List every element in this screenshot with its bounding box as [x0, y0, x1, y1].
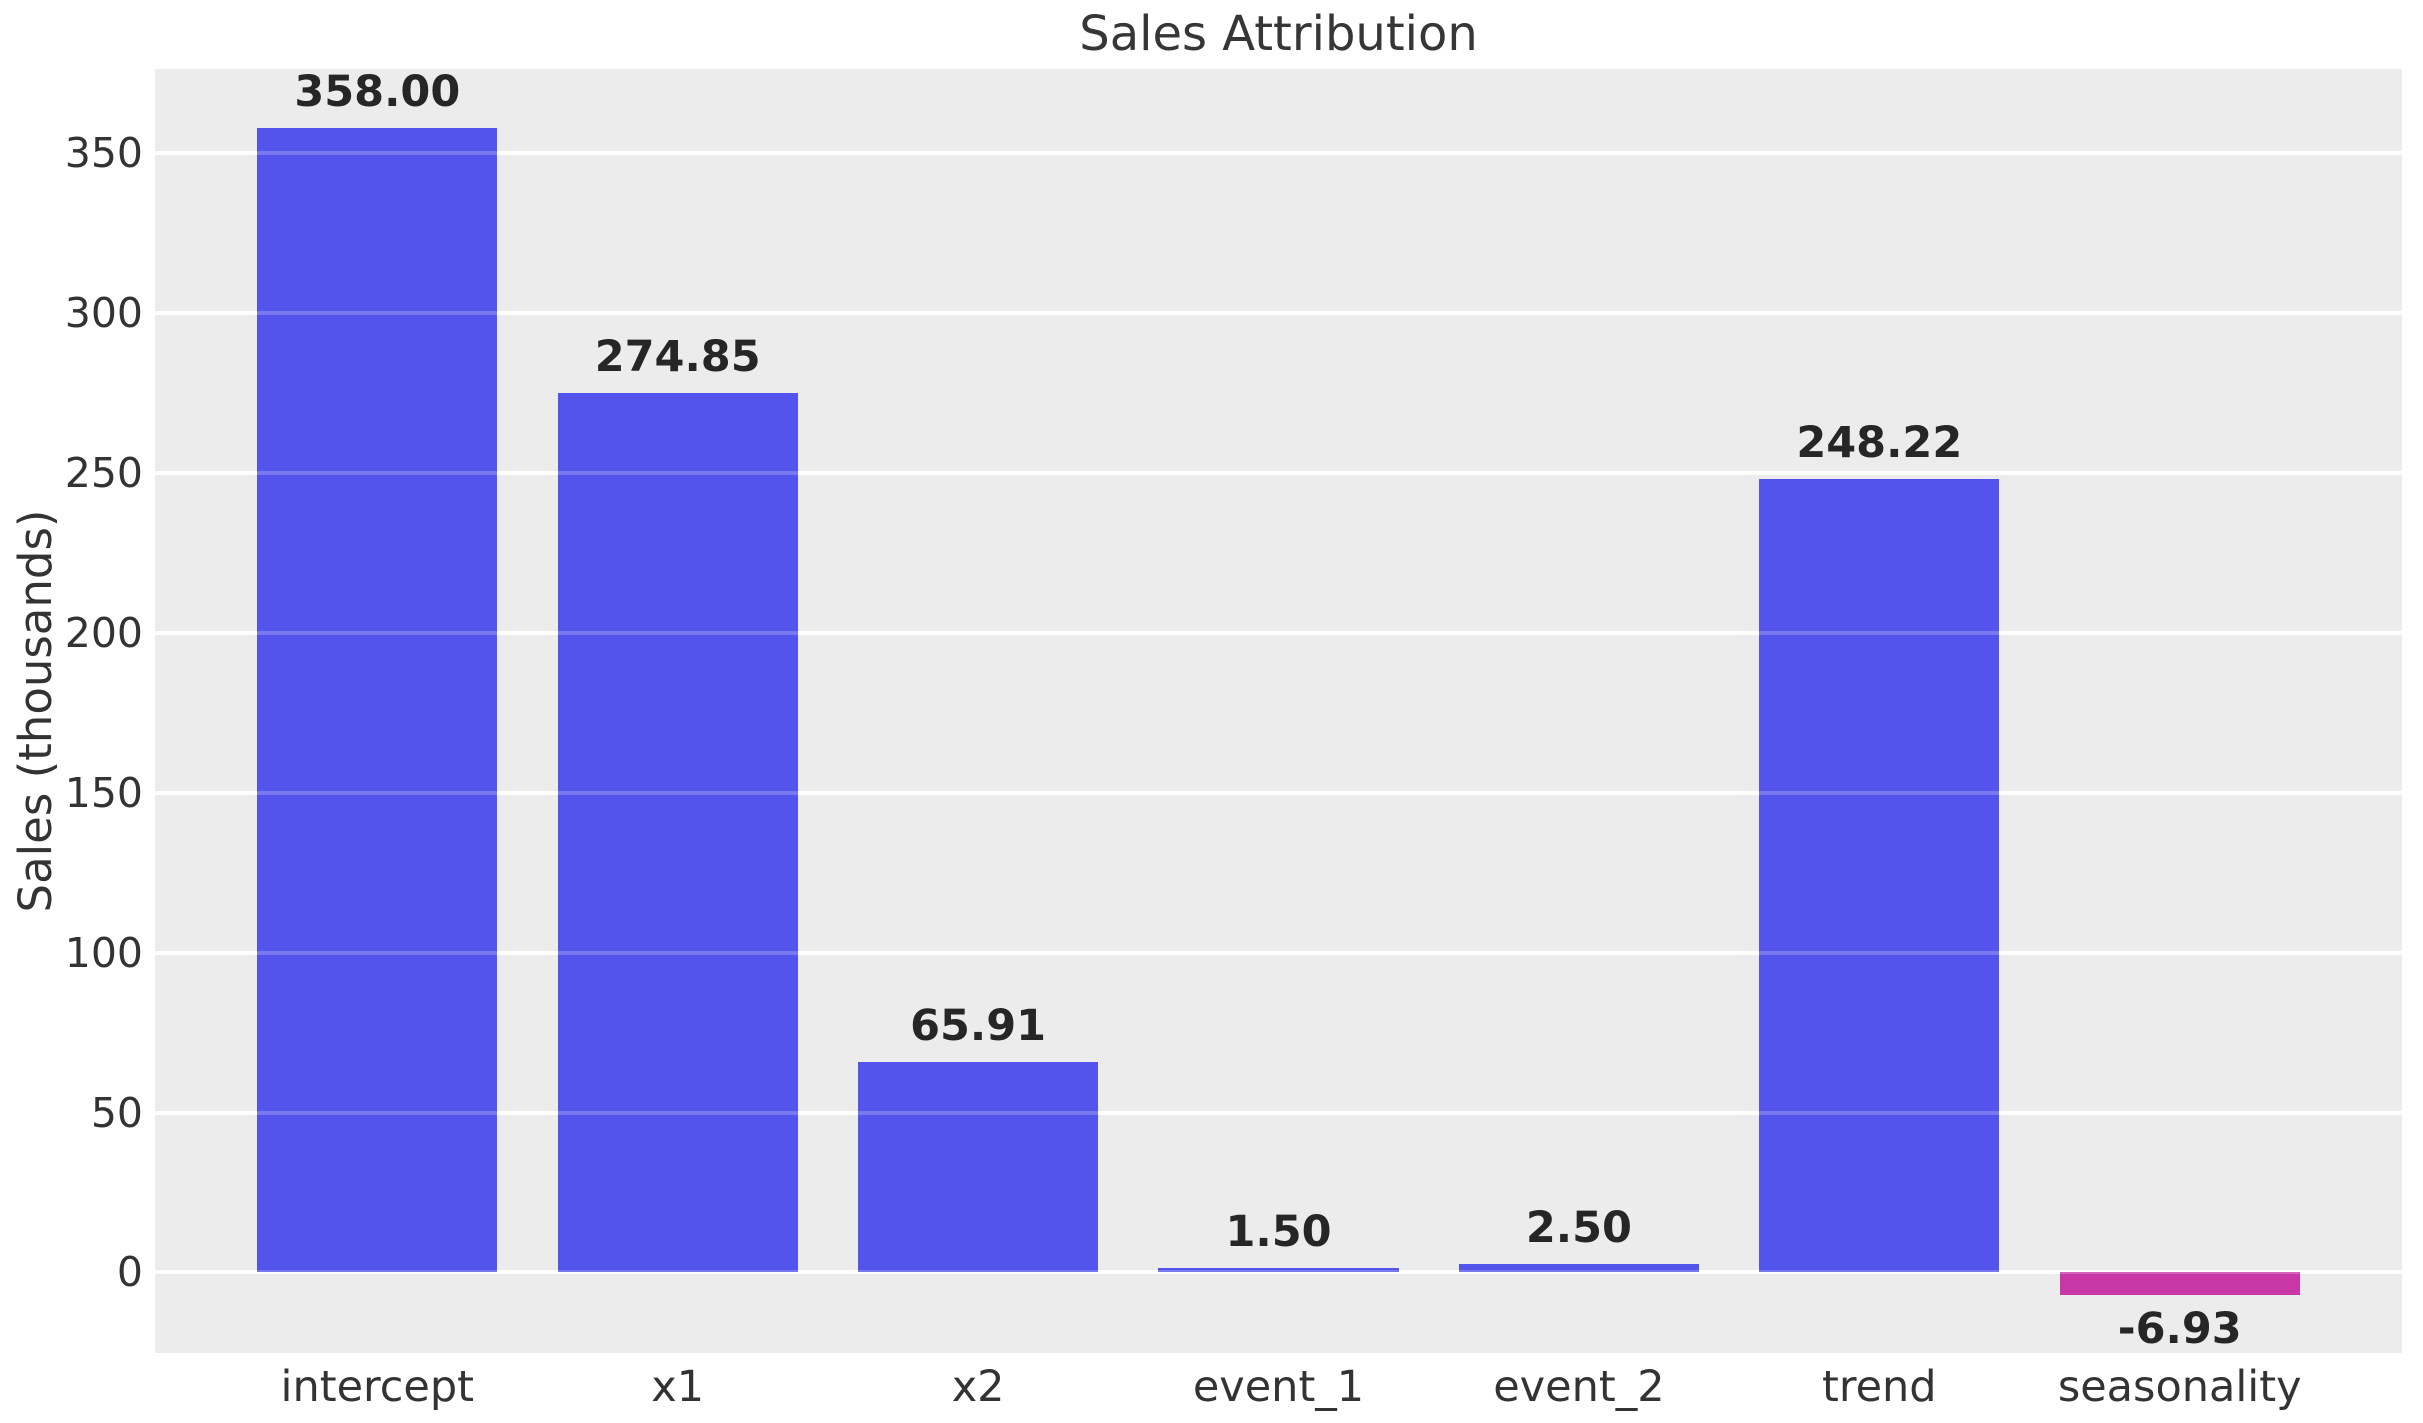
chart-title: Sales Attribution [1079, 6, 1478, 62]
bar-intercept [257, 127, 498, 1273]
x-tick-label-trend: trend [1821, 1362, 1937, 1412]
gridline-overlay-y-200 [155, 630, 2402, 635]
gridline-y-150 [155, 790, 2402, 795]
bar-value-label-event_2: 2.50 [1525, 1203, 1632, 1254]
bar-value-label-event_1: 1.50 [1225, 1206, 1332, 1257]
y-tick-label-300: 300 [64, 289, 143, 337]
gridline-overlay-y-150 [155, 790, 2402, 795]
bar-value-label-trend: 248.22 [1796, 417, 1963, 468]
bar-value-label-seasonality: -6.93 [2117, 1303, 2242, 1354]
y-tick-label-100: 100 [64, 928, 143, 977]
y-tick-label-50: 50 [90, 1088, 143, 1137]
gridline-overlay-y-250 [155, 470, 2402, 475]
gridline-overlay-y-350 [155, 151, 2402, 156]
bar-trend [1759, 478, 2000, 1273]
gridline-overlay-y-0 [155, 1270, 2402, 1275]
bar-x2 [857, 1061, 1099, 1273]
bar-event_2 [1458, 1264, 1700, 1273]
bar-value-label-x1: 274.85 [594, 332, 761, 383]
y-tick-label-350: 350 [64, 129, 143, 178]
y-tick-label-200: 200 [64, 608, 143, 657]
y-tick-label-250: 250 [64, 448, 143, 497]
gridline-y-300 [155, 311, 2402, 315]
bar-value-label-intercept: 358.00 [294, 66, 461, 117]
bar-event_1 [1158, 1267, 1399, 1273]
gridline-y-100 [155, 950, 2402, 955]
bar-value-label-x2: 65.91 [910, 1000, 1047, 1051]
gridline-y-0 [155, 1270, 2402, 1275]
x-tick-label-event_1: event_1 [1192, 1362, 1365, 1412]
bar-x1 [557, 393, 798, 1273]
y-tick-label-150: 150 [64, 768, 143, 817]
x-tick-label-x2: x2 [951, 1362, 1005, 1412]
x-tick-label-intercept: intercept [280, 1362, 475, 1412]
x-tick-label-seasonality: seasonality [2057, 1362, 2302, 1412]
x-tick-label-event_2: event_2 [1493, 1362, 1665, 1412]
y-tick-label-0: 0 [116, 1248, 143, 1297]
bar-seasonality [2059, 1272, 2300, 1295]
x-tick-label-x1: x1 [651, 1362, 705, 1412]
gridline-y-250 [155, 470, 2402, 475]
plot-area [155, 69, 2402, 1353]
gridline-y-200 [155, 630, 2402, 635]
y-axis-label: Sales (thousands) [9, 509, 62, 913]
gridline-overlay-y-100 [155, 950, 2402, 955]
gridline-overlay-y-300 [155, 311, 2402, 315]
gridline-y-350 [155, 151, 2402, 156]
gridline-y-50 [155, 1110, 2402, 1115]
gridline-overlay-y-50 [155, 1110, 2402, 1115]
